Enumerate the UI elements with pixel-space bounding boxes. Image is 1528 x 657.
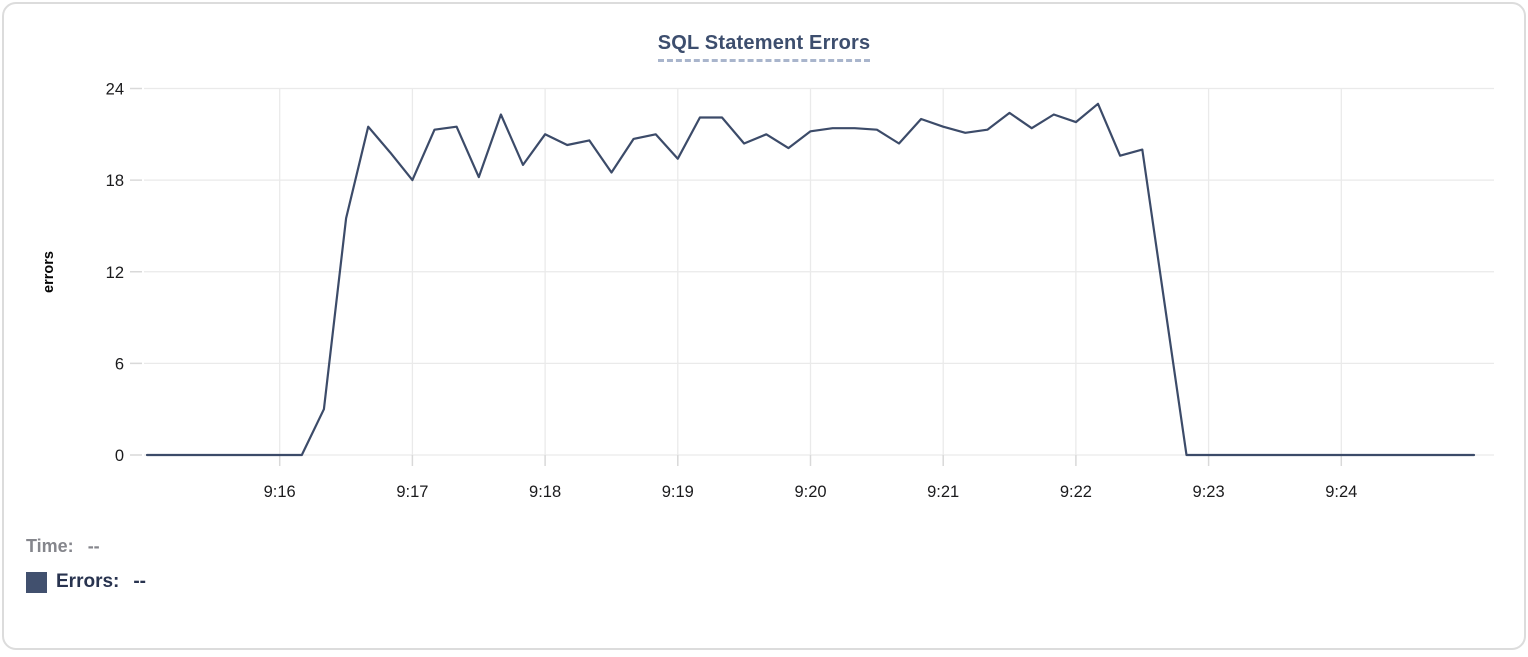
- chart-svg[interactable]: 0 6 12 18 24 9:16 9:17 9:18 9:19 9:20 9:21 9:22 9:23…: [4, 4, 1528, 652]
- errors-value: --: [133, 571, 146, 593]
- chart-legend: Time: -- Errors: --: [26, 536, 146, 593]
- x-tick-label: 9:18: [529, 483, 561, 501]
- legend-errors-row: Errors: --: [26, 571, 146, 593]
- y-tick-label: 0: [115, 447, 124, 465]
- errors-line-chart[interactable]: 0 6 12 18 24 9:16 9:17 9:18 9:19 9:20 9:21 9:22 9:23…: [4, 4, 1524, 648]
- x-tick-label: 9:23: [1193, 483, 1225, 501]
- y-axis-label: errors: [41, 251, 57, 293]
- time-value: --: [88, 536, 100, 557]
- x-tick-label: 9:24: [1325, 483, 1357, 501]
- x-tick-label: 9:16: [264, 483, 296, 501]
- legend-time-row: Time: --: [26, 536, 146, 557]
- errors-label: Errors:: [56, 571, 119, 593]
- x-tick-label: 9:22: [1060, 483, 1092, 501]
- errors-series-swatch: [26, 572, 47, 593]
- y-tick-label: 18: [106, 172, 124, 190]
- x-tick-label: 9:19: [662, 483, 694, 501]
- x-tick-label: 9:21: [927, 483, 959, 501]
- y-tick-label: 24: [106, 81, 124, 99]
- time-label: Time:: [26, 536, 74, 557]
- x-tick-label: 9:20: [794, 483, 826, 501]
- y-tick-label: 6: [115, 355, 124, 373]
- y-tick-label: 12: [106, 264, 124, 282]
- x-tick-label: 9:17: [396, 483, 428, 501]
